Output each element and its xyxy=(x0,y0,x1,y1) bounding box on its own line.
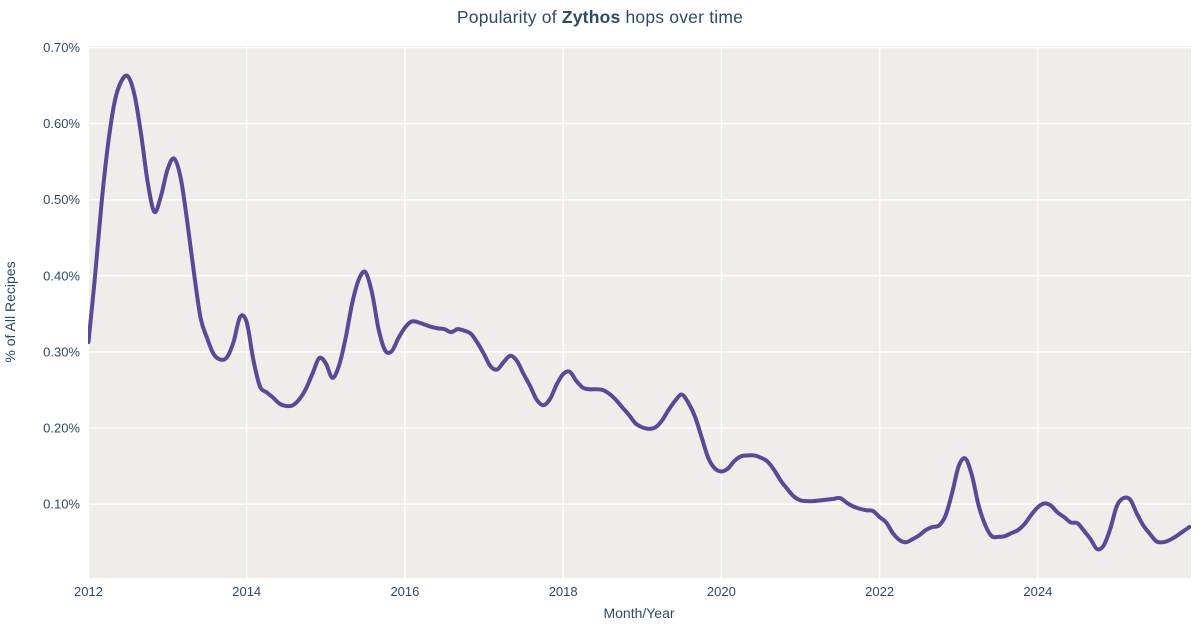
x-tick-label: 2016 xyxy=(390,584,419,599)
x-tick-label: 2014 xyxy=(232,584,261,599)
y-tick-label: 0.20% xyxy=(43,421,80,436)
chart-title-emphasis: Zythos xyxy=(561,7,621,27)
y-tick-label: 0.40% xyxy=(43,268,80,283)
plot-area xyxy=(88,46,1191,578)
y-tick-label: 0.70% xyxy=(43,40,80,55)
chart-title-prefix: Popularity of xyxy=(456,7,562,27)
gridlines xyxy=(87,46,1191,578)
y-tick-label: 0.10% xyxy=(43,497,80,512)
series-line-zythos xyxy=(88,73,1191,552)
x-axis-title: Month/Year xyxy=(603,605,674,621)
x-axis-ticks: 2012 2014 2016 2018 2020 2022 2024 xyxy=(74,584,1052,599)
chart-title-suffix: hops over time xyxy=(620,7,744,27)
x-tick-label: 2020 xyxy=(707,584,736,599)
x-tick-label: 2024 xyxy=(1023,584,1052,599)
y-axis-title: % of All Recipes xyxy=(2,261,18,362)
y-tick-label: 0.60% xyxy=(43,116,80,131)
x-tick-label: 2012 xyxy=(74,584,103,599)
y-tick-label: 0.50% xyxy=(43,192,80,207)
x-tick-label: 2018 xyxy=(549,584,578,599)
x-tick-label: 2022 xyxy=(865,584,894,599)
chart-title: Popularity of Zythos hops over time xyxy=(0,7,1200,28)
y-tick-label: 0.30% xyxy=(43,344,80,359)
y-axis-ticks: 0.10% 0.20% 0.30% 0.40% 0.50% 0.60% 0.70% xyxy=(43,40,80,512)
